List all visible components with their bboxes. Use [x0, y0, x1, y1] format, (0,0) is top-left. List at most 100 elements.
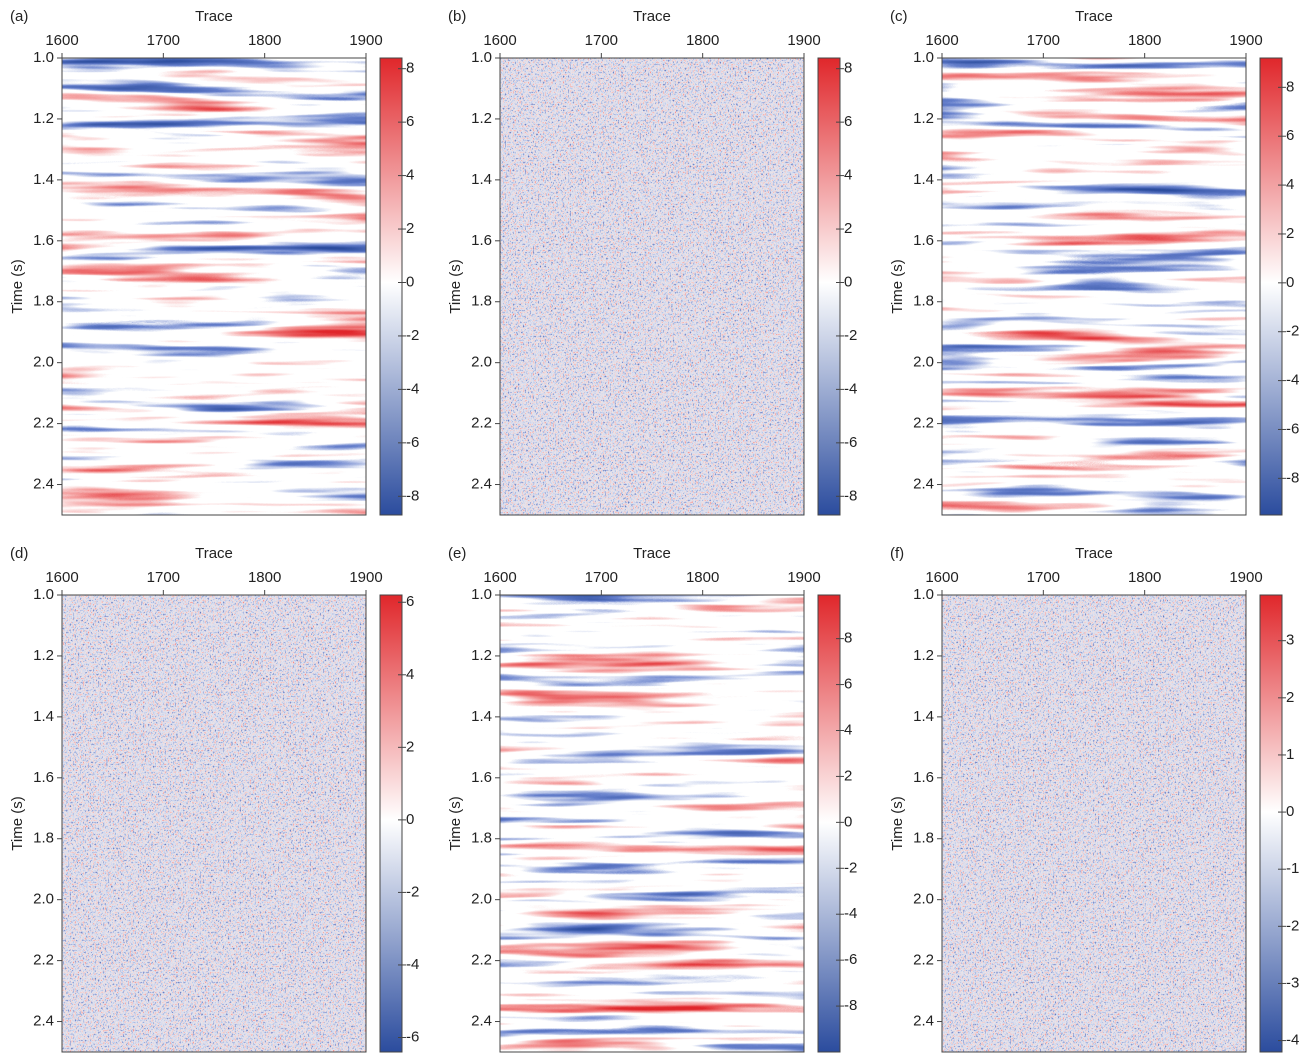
panel-label: (e)	[448, 545, 466, 562]
y-tick-label: 2.4	[33, 1013, 54, 1030]
x-tick-label: 1900	[349, 569, 382, 586]
y-tick-label: 1.4	[471, 708, 492, 725]
x-tick-label: 1900	[1229, 569, 1262, 586]
x-tick-label: 1900	[787, 32, 820, 49]
y-tick-label: 1.4	[913, 171, 934, 188]
colorbar-tick-label: 4	[406, 167, 414, 184]
colorbar-tick-label: -4	[406, 380, 419, 397]
y-axis-title: Time (s)	[447, 259, 464, 313]
y-tick-label: 1.0	[913, 586, 934, 603]
y-tick-label: 1.0	[471, 586, 492, 603]
y-axis-title: Time (s)	[9, 796, 26, 850]
y-tick-label: 2.2	[913, 415, 934, 432]
y-tick-label: 2.2	[33, 952, 54, 969]
colorbar-tick-label: -8	[1286, 469, 1299, 486]
colorbar-tick-label: 0	[1286, 803, 1294, 820]
y-tick-label: 1.6	[33, 769, 54, 786]
plot-frame	[61, 57, 367, 516]
colorbar-tick-label: 8	[1286, 78, 1294, 95]
seismic-image	[500, 595, 804, 1052]
colorbar	[817, 57, 841, 516]
x-tick-label: 1900	[349, 32, 382, 49]
colorbar-tick-label: 6	[1286, 127, 1294, 144]
y-tick-label: 1.2	[913, 110, 934, 127]
plot-frame	[499, 57, 805, 516]
x-tick-label: 1600	[483, 569, 516, 586]
y-tick-label: 2.4	[33, 476, 54, 493]
panel-label: (d)	[10, 545, 28, 562]
panel-label: (a)	[10, 8, 28, 25]
y-tick-label: 2.4	[471, 1013, 492, 1030]
y-tick-label: 1.8	[913, 293, 934, 310]
colorbar-tick-label: -2	[406, 327, 419, 344]
colorbar-tick-label: -2	[406, 883, 419, 900]
y-tick-label: 1.4	[471, 171, 492, 188]
colorbar-tick-label: -6	[844, 434, 857, 451]
colorbar-tick-label: -4	[406, 956, 419, 973]
colorbar-tick-label: -8	[844, 487, 857, 504]
colorbar-tick-label: 3	[1286, 632, 1294, 649]
colorbar-tick-label: 8	[844, 630, 852, 647]
colorbar-tick-label: 6	[406, 593, 414, 610]
colorbar-tick-label: -4	[1286, 372, 1299, 389]
plot-frame	[941, 594, 1247, 1053]
y-tick-label: 2.0	[33, 354, 54, 371]
colorbar-tick-label: -6	[406, 434, 419, 451]
x-tick-label: 1600	[483, 32, 516, 49]
y-axis-title: Time (s)	[889, 259, 906, 313]
colorbar-tick-label: -1	[1286, 860, 1299, 877]
colorbar-tick-label: -2	[1286, 323, 1299, 340]
x-axis-title: Trace	[1075, 8, 1113, 25]
x-tick-label: 1600	[925, 569, 958, 586]
colorbar-tick-label: 2	[406, 738, 414, 755]
x-axis-title: Trace	[1075, 545, 1113, 562]
colorbar-tick-label: -3	[1286, 974, 1299, 991]
x-tick-label: 1800	[248, 569, 281, 586]
colorbar-tick-label: -6	[406, 1028, 419, 1045]
colorbar-tick-label: -6	[844, 951, 857, 968]
y-tick-label: 1.4	[33, 171, 54, 188]
x-tick-label: 1800	[686, 32, 719, 49]
colorbar-tick-label: -2	[1286, 917, 1299, 934]
x-tick-label: 1800	[686, 569, 719, 586]
colorbar	[1259, 57, 1283, 516]
seismic-image	[942, 58, 1246, 515]
y-tick-label: 1.2	[471, 110, 492, 127]
colorbar-tick-label: 4	[844, 167, 852, 184]
colorbar-tick-label: 6	[844, 113, 852, 130]
y-tick-label: 2.2	[33, 415, 54, 432]
y-axis-title: Time (s)	[447, 796, 464, 850]
y-tick-label: 1.8	[913, 830, 934, 847]
x-tick-label: 1800	[1128, 32, 1161, 49]
y-tick-label: 2.4	[471, 476, 492, 493]
colorbar	[379, 594, 403, 1053]
y-tick-label: 1.2	[33, 647, 54, 664]
x-tick-label: 1700	[585, 569, 618, 586]
colorbar-tick-label: -8	[406, 487, 419, 504]
y-tick-label: 1.2	[33, 110, 54, 127]
colorbar-tick-label: -6	[1286, 420, 1299, 437]
y-tick-label: 2.4	[913, 476, 934, 493]
plot-frame	[499, 594, 805, 1053]
x-axis-title: Trace	[633, 545, 671, 562]
colorbar-tick-label: 2	[1286, 689, 1294, 706]
panel-label: (c)	[890, 8, 908, 25]
x-tick-label: 1700	[585, 32, 618, 49]
colorbar-tick-label: 8	[406, 60, 414, 77]
x-tick-label: 1800	[248, 32, 281, 49]
seismic-image	[62, 595, 366, 1052]
colorbar-tick-label: 2	[406, 220, 414, 237]
y-tick-label: 1.2	[471, 647, 492, 664]
x-tick-label: 1800	[1128, 569, 1161, 586]
colorbar-tick-label: 1	[1286, 746, 1294, 763]
colorbar-tick-label: 2	[844, 220, 852, 237]
y-tick-label: 2.4	[913, 1013, 934, 1030]
y-tick-label: 1.4	[33, 708, 54, 725]
colorbar-tick-label: -4	[1286, 1032, 1299, 1049]
y-tick-label: 1.6	[913, 232, 934, 249]
y-tick-label: 1.4	[913, 708, 934, 725]
y-tick-label: 2.0	[471, 891, 492, 908]
y-tick-label: 1.0	[913, 49, 934, 66]
